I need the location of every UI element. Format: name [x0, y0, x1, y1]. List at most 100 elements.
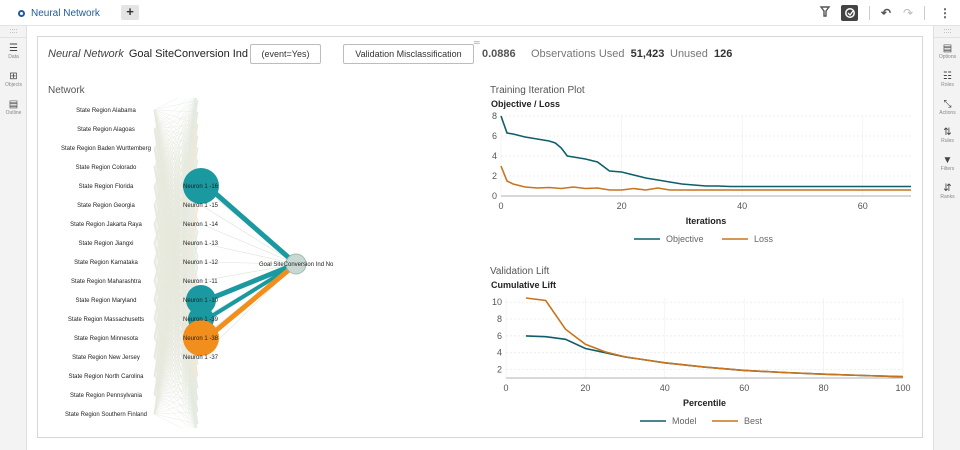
- network-edge: [153, 98, 193, 168]
- x-tick-label: 20: [580, 383, 590, 393]
- network-edge: [153, 231, 199, 415]
- undo-icon[interactable]: ↶: [880, 6, 892, 20]
- network-edge: [153, 413, 183, 428]
- tab-neural-network[interactable]: Neural Network: [18, 4, 100, 22]
- neuron-weight-marker: [183, 168, 219, 204]
- training-plot-subtitle: Objective / Loss: [491, 99, 561, 109]
- rail-item-rules[interactable]: ⇅ Rules: [934, 122, 960, 150]
- lift-plot-title: Validation Lift: [490, 266, 550, 277]
- y-tick-label: 2: [492, 171, 497, 181]
- network-edge: [153, 109, 199, 125]
- hidden-neuron-label: Neuron 1 -13: [183, 241, 219, 247]
- rail-item-roles[interactable]: ☷ Roles: [934, 66, 960, 94]
- input-node-label: State Region Maryland: [75, 298, 136, 304]
- ranks-icon: ⇵: [943, 183, 952, 194]
- more-options-icon[interactable]: ⋮: [939, 6, 951, 20]
- x-tick-label: 0: [503, 383, 508, 393]
- toolbar-divider: [869, 6, 870, 20]
- series-line-best: [525, 297, 904, 378]
- metric-select-button[interactable]: Validation Misclassification: [343, 44, 474, 64]
- network-edge: [153, 207, 199, 415]
- rail-item-actions[interactable]: ⤡ Actions: [934, 94, 960, 122]
- drag-handle-icon[interactable]: ═: [474, 38, 480, 47]
- hidden-neuron-label: Neuron 1 -39: [183, 317, 219, 323]
- strong-edge: [205, 184, 298, 266]
- y-tick-label: 6: [492, 131, 497, 141]
- input-node-label: State Region Florida: [79, 184, 134, 190]
- network-edge: [153, 98, 195, 206]
- redo-icon[interactable]: ↷: [902, 6, 914, 20]
- rail-item-label: Roles: [941, 82, 954, 88]
- right-pane-rail: :::: ▤ Options ☷ Roles ⤡ Actions ⇅ Rules…: [933, 26, 960, 450]
- rail-grip[interactable]: ::::: [0, 26, 27, 38]
- filter-icon: ▼: [942, 155, 953, 166]
- rail-item-label: Data: [8, 54, 19, 60]
- hidden-neuron-label: Neuron 1 -16: [183, 184, 219, 190]
- x-tick-label: 80: [819, 383, 829, 393]
- network-edge: [153, 99, 199, 396]
- network-edge: [153, 413, 199, 425]
- input-node-label: State Region Karnataka: [74, 260, 138, 266]
- network-edge: [153, 123, 199, 396]
- tab-status-icon: [18, 9, 25, 17]
- input-node-label: State Region Maharashtra: [71, 279, 142, 285]
- input-node-label: State Region New Jersey: [72, 355, 140, 361]
- hidden-neuron-label: Neuron 1 -37: [183, 355, 219, 361]
- network-edge: [153, 98, 179, 111]
- network-edge: [153, 98, 197, 339]
- pin-icon[interactable]: [817, 5, 833, 21]
- y-tick-label: 4: [497, 348, 502, 358]
- event-level-button[interactable]: (event=Yes): [250, 44, 321, 64]
- actions-icon: ⤡: [943, 99, 952, 110]
- rail-item-objects[interactable]: ⊞ Objects: [0, 66, 27, 94]
- x-tick-label: 40: [660, 383, 670, 393]
- add-tab-button[interactable]: +: [121, 5, 139, 20]
- tab-label: Neural Network: [31, 7, 100, 19]
- rail-item-options[interactable]: ▤ Options: [934, 38, 960, 66]
- y-tick-label: 10: [492, 297, 502, 307]
- strong-edge: [206, 261, 297, 303]
- input-node-label: State Region Southern Finland: [65, 412, 147, 418]
- strong-edge: [205, 262, 298, 340]
- rail-item-ranks[interactable]: ⇵ Ranks: [934, 178, 960, 206]
- input-node-label: State Region Minnesota: [74, 336, 139, 342]
- rail-item-label: Filters: [940, 166, 955, 172]
- network-edge: [153, 111, 199, 396]
- training-iteration-chart[interactable]: 0 2 4 6 8 0 20 40 60 Iterations Objective Loss: [484, 108, 916, 248]
- rail-item-outline[interactable]: ▤ Outline: [0, 94, 27, 122]
- x-tick-label: 100: [895, 383, 910, 393]
- left-pane-rail: :::: ☰ Data ⊞ Objects ▤ Outline: [0, 26, 27, 450]
- x-tick-label: 20: [617, 201, 627, 211]
- network-edge: [153, 98, 196, 282]
- hidden-output-edge: [200, 204, 297, 265]
- rail-item-filters[interactable]: ▼ Filters: [934, 150, 960, 178]
- input-node-label: State Region Massachusetts: [68, 317, 144, 323]
- model-type: Neural Network: [48, 48, 124, 60]
- network-edge: [153, 363, 199, 415]
- network-edge: [153, 111, 199, 415]
- network-edge: [153, 99, 199, 377]
- x-tick-label: 40: [737, 201, 747, 211]
- network-edge: [153, 98, 197, 320]
- rail-item-label: Rules: [941, 138, 954, 144]
- rail-item-data[interactable]: ☰ Data: [0, 38, 27, 66]
- network-title: Network: [48, 85, 85, 96]
- hidden-neuron-label: Neuron 1 -15: [183, 203, 219, 209]
- y-tick-label: 8: [492, 111, 497, 121]
- network-edge: [153, 159, 199, 187]
- network-edge: [153, 99, 199, 111]
- objects-icon: ⊞: [9, 71, 18, 82]
- training-plot-title: Training Iteration Plot: [490, 85, 585, 96]
- network-diagram[interactable]: State Region Alabama State Region Alagoas…: [48, 98, 348, 428]
- output-node-label: Goal SiteConversion Ind No: [259, 262, 334, 268]
- network-edge: [153, 171, 199, 396]
- rail-grip[interactable]: ::::: [934, 26, 960, 38]
- network-edge: [153, 98, 188, 130]
- y-tick-label: 8: [497, 314, 502, 324]
- hidden-neuron-label: Neuron 1 -10: [183, 298, 219, 304]
- input-node-label: State Region Georgia: [77, 203, 135, 209]
- outline-icon: ▤: [8, 99, 19, 110]
- network-edge: [153, 99, 199, 415]
- auto-refresh-icon[interactable]: [841, 5, 858, 21]
